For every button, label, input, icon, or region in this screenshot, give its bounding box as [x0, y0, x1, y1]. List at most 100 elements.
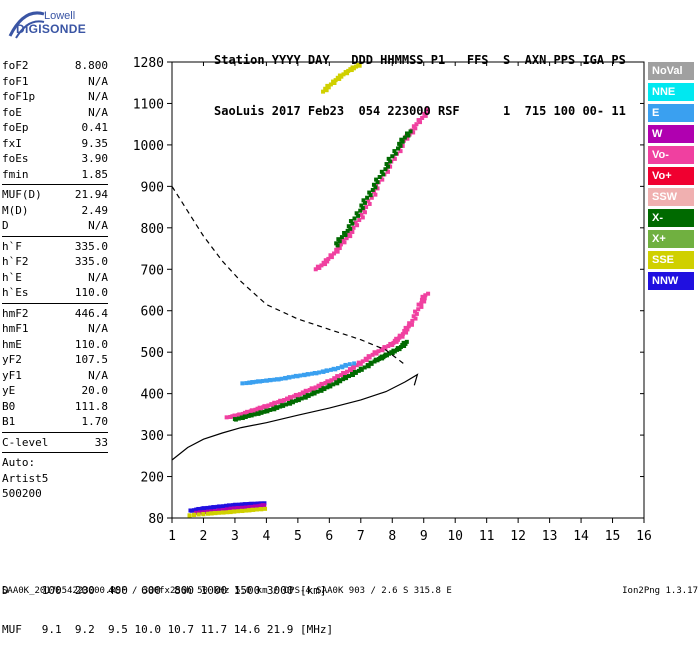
echo-point [319, 263, 324, 268]
echo-point [293, 392, 298, 397]
echo-point [387, 351, 392, 356]
echo-point [352, 216, 357, 221]
echo-point [361, 198, 366, 203]
echo-point [373, 185, 378, 190]
echo-point [339, 373, 344, 378]
echo-point [289, 399, 294, 404]
echo-point [335, 374, 340, 379]
param-label: yE [2, 384, 16, 397]
echo-point [232, 417, 237, 422]
echo-point [420, 294, 425, 299]
param-value: 9.35 [81, 136, 109, 150]
echo-point [335, 366, 340, 371]
echo-point [260, 379, 265, 384]
y-tick-label: 500 [141, 346, 164, 361]
echo-point [188, 508, 193, 513]
lowell-digisonde-logo: Lowell DIGISONDE [4, 6, 164, 46]
echo-point [208, 505, 213, 510]
echo-point [337, 378, 342, 383]
echo-point [403, 325, 408, 330]
echo-point [224, 507, 229, 512]
param-value: 8.800 [74, 59, 108, 72]
echo-point [264, 408, 269, 413]
logo-line1: Lowell [44, 10, 76, 22]
echo-point [365, 195, 370, 200]
param-label: hmF2 [2, 306, 29, 320]
echo-point [400, 342, 405, 347]
echo-point [280, 403, 285, 408]
echo-point [341, 238, 346, 243]
echo-trace [232, 339, 409, 422]
echo-point [331, 79, 336, 84]
echo-point [310, 371, 315, 376]
param-row-he: h`E N/A [2, 270, 108, 286]
echo-point [416, 302, 421, 307]
echo-point [356, 360, 361, 365]
echo-point [333, 78, 338, 83]
echo-point [305, 393, 310, 398]
echo-point [402, 329, 407, 334]
echo-point [231, 509, 236, 514]
echo-point [385, 169, 390, 174]
echo-point [194, 510, 199, 515]
echo-point [252, 412, 257, 417]
echo-point [408, 129, 413, 134]
echo-point [407, 321, 412, 326]
param-value: 107.5 [74, 353, 108, 366]
echo-point [386, 162, 391, 167]
echo-point [379, 354, 384, 359]
echo-point [250, 380, 255, 385]
echo-point [346, 224, 351, 229]
echo-point [197, 510, 202, 515]
echo-point [248, 412, 253, 417]
header-row-labels: Station YYYY DAY DDD HHMMSS P1 FFS S AXN… [214, 53, 626, 67]
echo-point [337, 239, 342, 244]
echo-point [363, 356, 368, 361]
autoscale-info-line: Auto: [2, 456, 36, 469]
autoscale-info-line: Artist5 [2, 471, 49, 485]
param-separator [2, 431, 108, 433]
echo-point [196, 506, 201, 511]
param-label: h`Es [2, 286, 29, 299]
echo-point [400, 139, 405, 144]
echo-point [354, 64, 359, 69]
param-value: 110.0 [74, 337, 108, 351]
param-row-b0: B0 111.8 [2, 399, 108, 415]
echo-point [313, 385, 318, 390]
footer-file-info: SAA0K_2017054223000.RSF / 300fx256h 50 k… [2, 586, 452, 596]
param-label: foF1 [2, 74, 29, 88]
echo-point [239, 415, 244, 420]
echo-point [358, 366, 363, 371]
echo-point [338, 242, 343, 247]
echo-point [285, 396, 290, 401]
echo-point [386, 156, 391, 161]
echo-point [242, 414, 247, 419]
echo-point [348, 226, 353, 231]
echo-point [278, 398, 283, 403]
echo-point [312, 370, 317, 375]
echo-point [287, 395, 292, 400]
echo-point [422, 296, 427, 301]
param-row-md: M(D) 2.49 [2, 203, 108, 219]
echo-point [299, 396, 304, 401]
echo-point [336, 237, 341, 242]
echo-point [366, 354, 371, 359]
param-value: 446.4 [74, 306, 108, 320]
echo-point [293, 373, 298, 378]
echo-point [367, 201, 372, 206]
echo-point [360, 359, 365, 364]
echo-point [283, 375, 288, 380]
y-tick-label: 1000 [133, 139, 164, 154]
echo-point [342, 240, 347, 245]
param-row-fof1: foF1 N/A [2, 74, 108, 90]
param-value: N/A [88, 219, 108, 232]
echo-point [239, 508, 244, 513]
echo-point [350, 229, 355, 234]
echo-point [351, 225, 356, 230]
echo-point [374, 183, 379, 188]
y-tick-label: 80 [148, 512, 164, 527]
echo-point [255, 411, 260, 416]
echo-point [411, 130, 416, 135]
echo-point [394, 336, 399, 341]
echo-point [217, 504, 222, 509]
